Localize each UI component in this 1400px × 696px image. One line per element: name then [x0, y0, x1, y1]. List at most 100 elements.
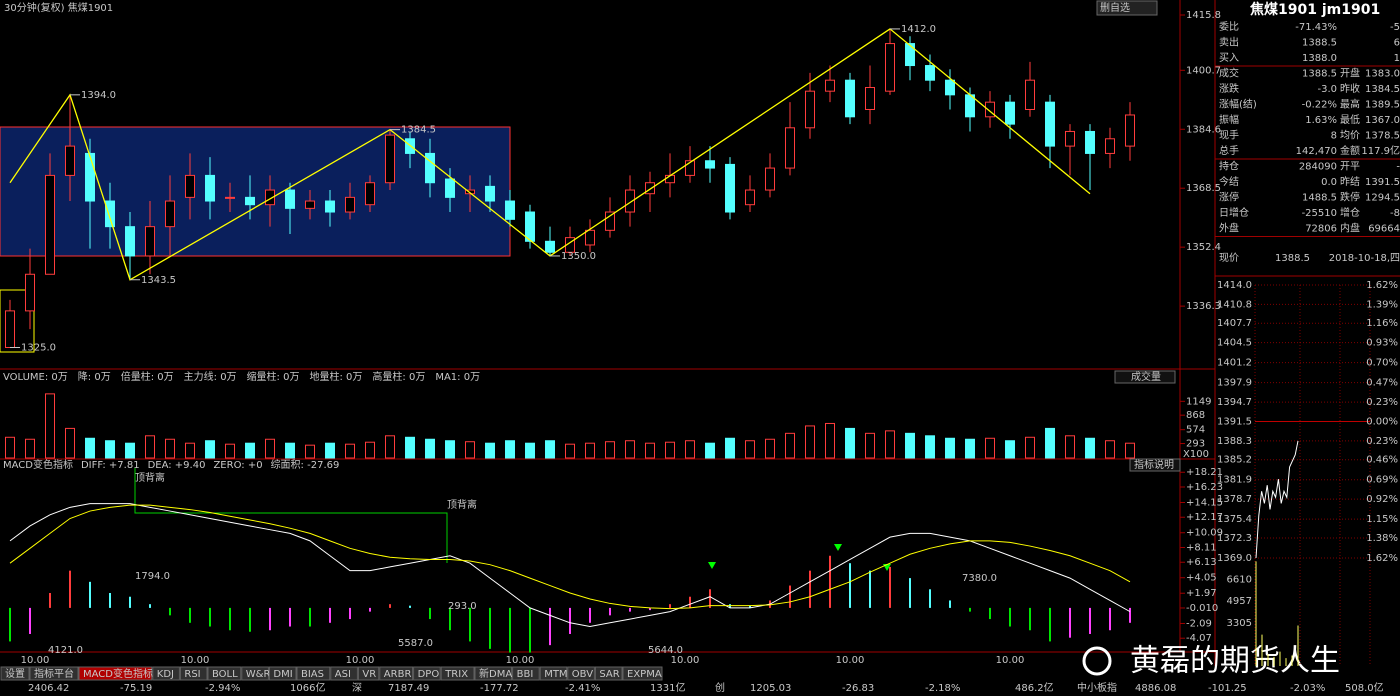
- volume-bar: [845, 427, 855, 459]
- intraday-price-tick: 1391.5: [1217, 417, 1252, 428]
- pivot-label: 1384.5: [401, 125, 436, 136]
- tab[interactable]: [474, 666, 513, 681]
- tab-label[interactable]: VR: [362, 669, 376, 680]
- tab[interactable]: [594, 666, 623, 681]
- candle-body: [65, 145, 75, 176]
- volume-bar: [785, 432, 795, 459]
- volume-bar: [185, 442, 195, 459]
- help-button-label[interactable]: 指标说明: [1134, 458, 1174, 471]
- candle-body: [905, 43, 915, 67]
- volume-bar: [1005, 440, 1015, 459]
- quote-value: 1.63%: [1305, 115, 1337, 126]
- tab-label[interactable]: 新DMA: [479, 667, 512, 680]
- quote-value: 1384.5: [1365, 84, 1400, 95]
- watermark: 黄磊的期货人生: [1130, 644, 1340, 679]
- x-tick-label: 10.00: [21, 655, 50, 666]
- tab-label[interactable]: 设置: [5, 668, 25, 680]
- tab[interactable]: [413, 666, 441, 681]
- volume-bar: [485, 442, 495, 459]
- candle-body: [385, 134, 395, 184]
- volume-bar: [445, 440, 455, 459]
- volume-button[interactable]: [1114, 370, 1176, 384]
- quote-value: 1383.0: [1365, 69, 1400, 80]
- tab[interactable]: [539, 666, 568, 681]
- tab[interactable]: [379, 666, 414, 681]
- tab[interactable]: [268, 666, 297, 681]
- tab[interactable]: [512, 666, 540, 681]
- watch-button[interactable]: [1096, 0, 1158, 16]
- help-button[interactable]: [1129, 458, 1181, 472]
- y-tick-label: 293: [1186, 439, 1205, 450]
- signal-arrow: [708, 562, 716, 569]
- tab[interactable]: [622, 666, 663, 681]
- quote-value: 72806: [1305, 224, 1337, 235]
- y-tick-label: 1368.5: [1186, 183, 1221, 194]
- tab-label[interactable]: DPO: [418, 669, 440, 680]
- tab-label[interactable]: SAR: [599, 669, 619, 680]
- candle-body: [645, 182, 655, 195]
- tab-label[interactable]: BIAS: [301, 669, 324, 680]
- quote-value: 1391.5: [1365, 177, 1400, 188]
- tab-label[interactable]: MTM: [544, 669, 567, 680]
- volume-bar: [645, 442, 655, 459]
- x-tick-label: 10.00: [836, 655, 865, 666]
- tab-label[interactable]: OBV: [572, 669, 593, 680]
- volume-button-label[interactable]: 成交量: [1131, 370, 1161, 383]
- watch-button-label[interactable]: 删自选: [1100, 1, 1130, 14]
- tab-label[interactable]: DMI: [273, 669, 292, 680]
- range-box: [0, 126, 511, 257]
- dea-line: [9, 504, 1131, 610]
- tab[interactable]: [296, 666, 331, 681]
- candle-body: [1045, 101, 1055, 147]
- tab[interactable]: [152, 666, 180, 681]
- y-tick-label: 1149: [1186, 396, 1211, 407]
- status-item: 7187.49: [388, 683, 429, 694]
- y-tick-label: 1384.6: [1186, 124, 1221, 135]
- tab[interactable]: [207, 666, 242, 681]
- tab[interactable]: [440, 666, 475, 681]
- tab-label[interactable]: KDJ: [157, 669, 174, 680]
- tab-label[interactable]: TRIX: [444, 669, 468, 680]
- candle-body: [345, 196, 355, 213]
- quote-value: 1389.5: [1365, 100, 1400, 111]
- tab[interactable]: [179, 666, 208, 681]
- divergence-line: [134, 468, 448, 563]
- tab-label[interactable]: BOLL: [212, 669, 238, 680]
- y-tick-label: +10.09: [1186, 528, 1223, 539]
- volume-bar: [1125, 442, 1135, 459]
- tab-label[interactable]: ASI: [335, 669, 351, 680]
- tab-label[interactable]: MACD变色指标: [83, 667, 153, 680]
- tab-label[interactable]: BBI: [517, 669, 534, 680]
- candle-body: [205, 174, 215, 202]
- volume-bar: [285, 442, 295, 459]
- candle-body: [465, 189, 475, 195]
- volume-bar: [565, 443, 575, 459]
- weibo-logo: [1082, 646, 1112, 676]
- tab[interactable]: [78, 666, 153, 681]
- quote-label: 今结: [1219, 175, 1239, 188]
- tab-label[interactable]: W&R: [246, 669, 271, 680]
- tab[interactable]: [567, 666, 595, 681]
- candle-body: [725, 163, 735, 213]
- candle-body: [1025, 79, 1035, 110]
- tab-label[interactable]: ARBR: [384, 669, 412, 680]
- intraday-volume-tick: 4957: [1227, 596, 1252, 607]
- tab[interactable]: [29, 666, 79, 681]
- tab-label[interactable]: 指标平台: [34, 667, 74, 680]
- tab-label[interactable]: EXPMA: [627, 669, 662, 680]
- tab[interactable]: [330, 666, 358, 681]
- diff-line: [9, 503, 1131, 628]
- tab[interactable]: [357, 666, 380, 681]
- tab[interactable]: [0, 666, 30, 681]
- tab-label[interactable]: RSI: [184, 669, 200, 680]
- macd-legend: MACD变色指标: [3, 458, 73, 471]
- candle-body: [1125, 114, 1135, 147]
- pivot-label: 1394.0: [81, 90, 116, 101]
- status-item: 486.2亿: [1015, 681, 1054, 694]
- status-item: -2.41%: [565, 683, 600, 694]
- tab[interactable]: [241, 666, 269, 681]
- quote-label: 开平: [1340, 162, 1360, 173]
- quote-label: 昨收: [1340, 82, 1360, 95]
- candle-body: [925, 65, 935, 81]
